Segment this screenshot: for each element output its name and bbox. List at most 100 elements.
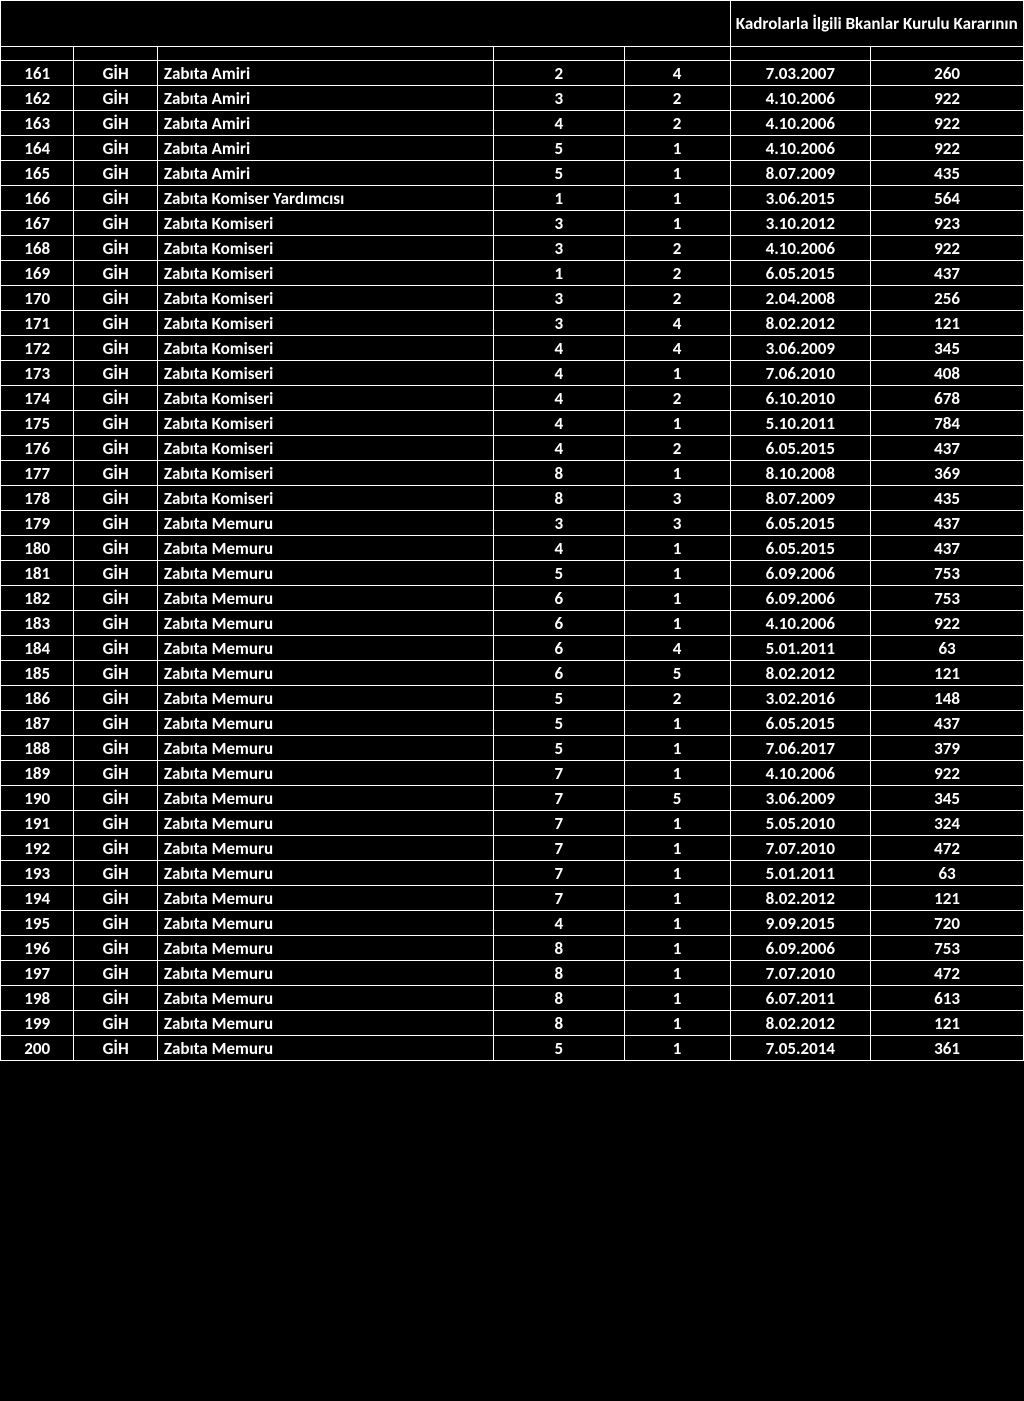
table-cell: 3 xyxy=(494,211,624,236)
table-cell: 6.10.2010 xyxy=(730,386,871,411)
table-cell: 1 xyxy=(624,461,730,486)
table-cell: 4 xyxy=(494,336,624,361)
table-cell: 753 xyxy=(871,936,1024,961)
table-cell: 3 xyxy=(494,86,624,111)
table-cell: GİH xyxy=(74,986,158,1011)
table-row: 199GİHZabıta Memuru818.02.2012121 xyxy=(1,1011,1024,1036)
table-cell: Zabıta Memuru xyxy=(157,636,493,661)
table-cell: Zabıta Memuru xyxy=(157,661,493,686)
table-cell: GİH xyxy=(74,1011,158,1036)
table-cell: 753 xyxy=(871,561,1024,586)
table-cell: 2 xyxy=(624,436,730,461)
table-cell: 186 xyxy=(1,686,74,711)
table-cell: 6 xyxy=(494,661,624,686)
table-cell: 6.05.2015 xyxy=(730,511,871,536)
table-cell: 6.05.2015 xyxy=(730,261,871,286)
table-row: 186GİHZabıta Memuru523.02.2016148 xyxy=(1,686,1024,711)
table-cell: Zabıta Komiseri xyxy=(157,386,493,411)
table-cell: Zabıta Komiseri xyxy=(157,461,493,486)
table-cell: Zabıta Memuru xyxy=(157,711,493,736)
table-cell: 2 xyxy=(624,236,730,261)
table-cell: 4 xyxy=(494,111,624,136)
table-cell: GİH xyxy=(74,961,158,986)
table-cell: 176 xyxy=(1,436,74,461)
table-row: 182GİHZabıta Memuru616.09.2006753 xyxy=(1,586,1024,611)
table-row: 191GİHZabıta Memuru715.05.2010324 xyxy=(1,811,1024,836)
table-cell: 4 xyxy=(624,311,730,336)
table-cell: 7 xyxy=(494,886,624,911)
table-row: 175GİHZabıta Komiseri415.10.2011784 xyxy=(1,411,1024,436)
table-cell: GİH xyxy=(74,336,158,361)
table-cell: 1 xyxy=(494,261,624,286)
table-cell: 256 xyxy=(871,286,1024,311)
table-row: 187GİHZabıta Memuru516.05.2015437 xyxy=(1,711,1024,736)
table-cell: 7.05.2014 xyxy=(730,1036,871,1061)
table-cell: 6 xyxy=(494,636,624,661)
table-cell: GİH xyxy=(74,311,158,336)
table-cell: Zabıta Memuru xyxy=(157,1011,493,1036)
table-row: 198GİHZabıta Memuru816.07.2011613 xyxy=(1,986,1024,1011)
table-cell: 5.10.2011 xyxy=(730,411,871,436)
table-cell: 7 xyxy=(494,811,624,836)
table-row: 189GİHZabıta Memuru714.10.2006922 xyxy=(1,761,1024,786)
table-cell: Zabıta Memuru xyxy=(157,586,493,611)
table-cell: 4.10.2006 xyxy=(730,86,871,111)
spacer-cell xyxy=(624,47,730,61)
table-cell: 4 xyxy=(494,386,624,411)
table-cell: 175 xyxy=(1,411,74,436)
table-cell: 1 xyxy=(624,761,730,786)
table-cell: 7 xyxy=(494,761,624,786)
table-cell: 1 xyxy=(624,861,730,886)
table-cell: 408 xyxy=(871,361,1024,386)
table-cell: 174 xyxy=(1,386,74,411)
table-cell: Zabıta Amiri xyxy=(157,136,493,161)
table-cell: Zabıta Memuru xyxy=(157,511,493,536)
table-cell: 7.03.2007 xyxy=(730,61,871,86)
table-cell: 4 xyxy=(494,361,624,386)
table-cell: 5 xyxy=(494,561,624,586)
table-cell: GİH xyxy=(74,636,158,661)
table-cell: 2 xyxy=(624,261,730,286)
table-cell: 5.01.2011 xyxy=(730,636,871,661)
table-cell: 181 xyxy=(1,561,74,586)
table-cell: 4.10.2006 xyxy=(730,111,871,136)
table-cell: 784 xyxy=(871,411,1024,436)
table-cell: Zabıta Komiseri xyxy=(157,486,493,511)
table-cell: GİH xyxy=(74,186,158,211)
table-row: 167GİHZabıta Komiseri313.10.2012923 xyxy=(1,211,1024,236)
table-cell: Zabıta Memuru xyxy=(157,786,493,811)
table-cell: 162 xyxy=(1,86,74,111)
table-cell: 7.06.2017 xyxy=(730,736,871,761)
table-cell: 6.09.2006 xyxy=(730,561,871,586)
table-cell: 8.07.2009 xyxy=(730,486,871,511)
table-cell: GİH xyxy=(74,211,158,236)
table-cell: 178 xyxy=(1,486,74,511)
table-cell: 187 xyxy=(1,711,74,736)
table-cell: 185 xyxy=(1,661,74,686)
table-cell: 5 xyxy=(624,661,730,686)
table-row: 190GİHZabıta Memuru753.06.2009345 xyxy=(1,786,1024,811)
table-cell: 173 xyxy=(1,361,74,386)
table-cell: 5.01.2011 xyxy=(730,861,871,886)
table-cell: 196 xyxy=(1,936,74,961)
table-cell: 3.06.2009 xyxy=(730,786,871,811)
data-table: Kadrolarla İlgili Bkanlar Kurulu Kararın… xyxy=(0,0,1024,1061)
table-cell: 5 xyxy=(494,1036,624,1061)
spacer-cell xyxy=(730,47,871,61)
table-cell: GİH xyxy=(74,861,158,886)
table-cell: 171 xyxy=(1,311,74,336)
table-row: 185GİHZabıta Memuru658.02.2012121 xyxy=(1,661,1024,686)
table-cell: GİH xyxy=(74,386,158,411)
table-cell: 3 xyxy=(494,286,624,311)
table-cell: 4.10.2006 xyxy=(730,236,871,261)
table-cell: 7 xyxy=(494,836,624,861)
table-cell: 472 xyxy=(871,961,1024,986)
table-cell: GİH xyxy=(74,161,158,186)
table-row: 166GİHZabıta Komiser Yardımcısı113.06.20… xyxy=(1,186,1024,211)
table-cell: 183 xyxy=(1,611,74,636)
table-cell: 189 xyxy=(1,761,74,786)
table-cell: 472 xyxy=(871,836,1024,861)
table-cell: Zabıta Memuru xyxy=(157,836,493,861)
table-cell: 2 xyxy=(624,686,730,711)
table-cell: 148 xyxy=(871,686,1024,711)
